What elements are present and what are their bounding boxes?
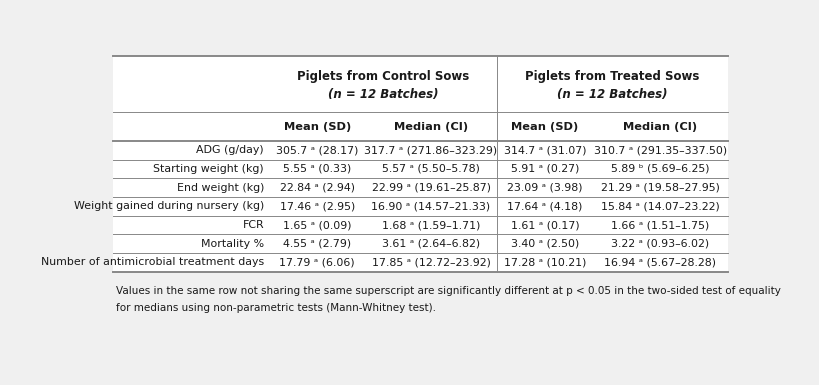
Text: 15.84 ᵃ (14.07–23.22): 15.84 ᵃ (14.07–23.22) — [600, 201, 719, 211]
Text: for medians using non-parametric tests (Mann-Whitney test).: for medians using non-parametric tests (… — [116, 303, 436, 313]
Text: 3.61 ᵃ (2.64–6.82): 3.61 ᵃ (2.64–6.82) — [382, 239, 479, 249]
Text: FCR: FCR — [242, 220, 264, 230]
Text: Values in the same row not sharing the same superscript are significantly differ: Values in the same row not sharing the s… — [116, 286, 566, 296]
Text: 17.85 ᵃ (12.72–23.92): 17.85 ᵃ (12.72–23.92) — [371, 258, 490, 268]
Text: 5.57 ᵃ (5.50–5.78): 5.57 ᵃ (5.50–5.78) — [382, 164, 479, 174]
Text: 17.46 ᵃ (2.95): 17.46 ᵃ (2.95) — [279, 201, 355, 211]
Text: 16.90 ᵃ (14.57–21.33): 16.90 ᵃ (14.57–21.33) — [371, 201, 490, 211]
Text: 17.28 ᵃ (10.21): 17.28 ᵃ (10.21) — [503, 258, 586, 268]
Text: ADG (g/day): ADG (g/day) — [197, 145, 264, 155]
Text: 3.22 ᵃ (0.93–6.02): 3.22 ᵃ (0.93–6.02) — [610, 239, 708, 249]
Text: End weight (kg): End weight (kg) — [176, 182, 264, 192]
Text: Weight gained during nursery (kg): Weight gained during nursery (kg) — [74, 201, 264, 211]
Text: 1.66 ᵃ (1.51–1.75): 1.66 ᵃ (1.51–1.75) — [610, 220, 708, 230]
Text: 305.7 ᵃ (28.17): 305.7 ᵃ (28.17) — [276, 145, 358, 155]
Text: Piglets from Control Sows: Piglets from Control Sows — [296, 70, 469, 83]
Text: Starting weight (kg): Starting weight (kg) — [153, 164, 264, 174]
Text: Number of antimicrobial treatment days: Number of antimicrobial treatment days — [41, 258, 264, 268]
Bar — [112, 56, 727, 272]
Text: 4.55 ᵃ (2.79): 4.55 ᵃ (2.79) — [283, 239, 351, 249]
Text: Mortality %: Mortality % — [201, 239, 264, 249]
Text: 314.7 ᵃ (31.07): 314.7 ᵃ (31.07) — [503, 145, 586, 155]
Text: 1.65 ᵃ (0.09): 1.65 ᵃ (0.09) — [283, 220, 351, 230]
Text: 5.55 ᵃ (0.33): 5.55 ᵃ (0.33) — [283, 164, 351, 174]
Text: Median (CI): Median (CI) — [393, 122, 468, 132]
Text: 21.29 ᵃ (19.58–27.95): 21.29 ᵃ (19.58–27.95) — [600, 182, 719, 192]
Text: 17.79 ᵃ (6.06): 17.79 ᵃ (6.06) — [279, 258, 355, 268]
Text: 310.7 ᵃ (291.35–337.50): 310.7 ᵃ (291.35–337.50) — [593, 145, 726, 155]
Text: (n = 12 Batches): (n = 12 Batches) — [557, 88, 667, 101]
Text: 3.40 ᵃ (2.50): 3.40 ᵃ (2.50) — [510, 239, 578, 249]
Text: 1.61 ᵃ (0.17): 1.61 ᵃ (0.17) — [510, 220, 578, 230]
Text: 22.84 ᵃ (2.94): 22.84 ᵃ (2.94) — [279, 182, 355, 192]
Text: Values in the same row not sharing the same superscript are significantly differ: Values in the same row not sharing the s… — [116, 286, 781, 296]
Text: Median (CI): Median (CI) — [622, 122, 696, 132]
Text: Mean (SD): Mean (SD) — [510, 122, 577, 132]
Text: 17.64 ᵃ (4.18): 17.64 ᵃ (4.18) — [507, 201, 581, 211]
Text: Piglets from Treated Sows: Piglets from Treated Sows — [525, 70, 699, 83]
Text: 23.09 ᵃ (3.98): 23.09 ᵃ (3.98) — [506, 182, 581, 192]
Text: 5.89 ᵇ (5.69–6.25): 5.89 ᵇ (5.69–6.25) — [610, 164, 708, 174]
Text: 317.7 ᵃ (271.86–323.29): 317.7 ᵃ (271.86–323.29) — [364, 145, 497, 155]
Text: 5.91 ᵃ (0.27): 5.91 ᵃ (0.27) — [510, 164, 578, 174]
Text: 16.94 ᵃ (5.67–28.28): 16.94 ᵃ (5.67–28.28) — [604, 258, 715, 268]
Text: 1.68 ᵃ (1.59–1.71): 1.68 ᵃ (1.59–1.71) — [382, 220, 480, 230]
Text: Mean (SD): Mean (SD) — [283, 122, 351, 132]
Text: (n = 12 Batches): (n = 12 Batches) — [328, 88, 438, 101]
Text: 22.99 ᵃ (19.61–25.87): 22.99 ᵃ (19.61–25.87) — [371, 182, 490, 192]
